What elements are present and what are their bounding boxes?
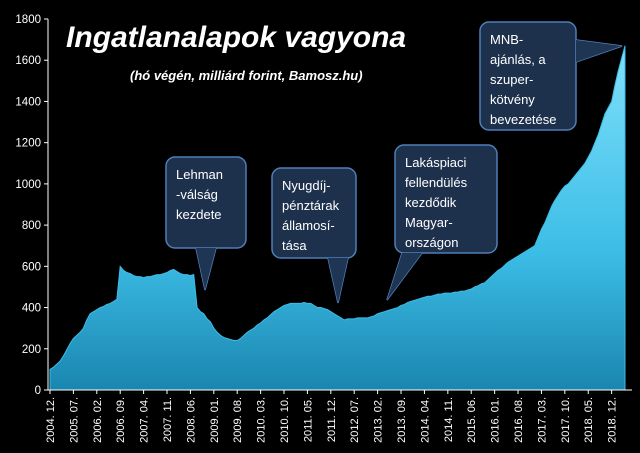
y-tick-label: 1000	[15, 179, 41, 191]
callout-text: ajánlás, a	[490, 52, 546, 67]
x-tick-label: 2014. 04.	[419, 397, 431, 443]
callout-text: kezdődik	[405, 195, 457, 210]
callout-seam	[576, 40, 622, 62]
x-tick-label: 2013. 02.	[373, 397, 385, 443]
y-tick-label: 1400	[15, 96, 41, 108]
x-tick-label: 2004. 12.	[45, 397, 57, 443]
callout-text: Nyugdíj-	[282, 178, 330, 193]
y-tick-label: 200	[22, 344, 41, 356]
callout-seam	[328, 258, 348, 303]
callout-text: Magyar-	[405, 215, 453, 230]
callout-text: államosí-	[282, 218, 335, 233]
x-tick-label: 2008. 06.	[185, 397, 197, 443]
callout: Lakáspiaci fellendülés kezdődik Magyar-orsz…	[386, 144, 498, 301]
callout: MNB-ajánlás, a szuper-kötvény bevezetése	[479, 21, 623, 131]
plot: 0 200 400 600 800 1000 1200 1400 1600 1800 2004. 1…	[15, 14, 632, 443]
area	[49, 45, 626, 391]
y-tick-label: 600	[22, 261, 41, 273]
x-tick-label: 2011. 12.	[326, 397, 338, 442]
x-tick-label: 2012. 07.	[349, 397, 361, 443]
x-tick-label: 2017. 03.	[536, 397, 548, 443]
callout-text: MNB-	[490, 32, 523, 47]
x-tick-label: 2007. 04.	[139, 397, 151, 443]
callout: Lehman -válság kezdete	[165, 156, 247, 291]
y-tick-label: 400	[22, 303, 41, 315]
callout-text: bevezetése	[490, 112, 557, 127]
x-tick-label: 2015. 06.	[466, 397, 478, 443]
x-tick-label: 2011. 05.	[302, 397, 314, 442]
y-tick-label: 0	[35, 385, 41, 397]
x-tick-label: 2016. 01.	[490, 397, 502, 443]
y-tick-label: 1200	[15, 138, 41, 150]
x-tick-label: 2006. 09.	[115, 397, 127, 443]
callout-text: kezdete	[176, 207, 222, 222]
callout-box	[479, 21, 577, 131]
x-tick-label: 2013. 09.	[396, 397, 408, 443]
callout-box	[394, 144, 498, 254]
callout: Nyugdíj-pénztárak államosí-tása	[271, 167, 357, 304]
callout-seam	[387, 253, 422, 300]
y-tick-label: 1600	[15, 55, 41, 67]
x-tick-label: 2009. 08.	[232, 397, 244, 443]
chart-subtitle: (hó végén, milliárd forint, Bamosz.hu)	[130, 68, 363, 83]
callout-text: Lakáspiaci	[405, 155, 467, 170]
x-tick-label: 2017. 10.	[560, 397, 572, 443]
x-tick-label: 2014. 11.	[443, 397, 455, 442]
x-tick-label: 2010. 10.	[279, 397, 291, 443]
x-tick-label: 2005. 07.	[68, 397, 80, 443]
x-tick-label: 2010. 03.	[256, 397, 268, 443]
x-tick-label: 2018. 05.	[583, 397, 595, 443]
callout-text: országon	[405, 235, 458, 250]
x-tick-label: 2018. 12.	[607, 397, 619, 443]
x-tick-label: 2006. 02.	[92, 397, 104, 443]
callout-text: -válság	[176, 187, 218, 202]
callout-text: Lehman	[176, 167, 223, 182]
x-tick-label: 2007. 11.	[162, 397, 174, 442]
callout-box	[271, 167, 357, 259]
callout-text: tása	[282, 238, 307, 253]
x-tick-label: 2009. 01.	[209, 397, 221, 443]
x-tick-label: 2016. 08.	[513, 397, 525, 443]
y-tick-label: 1800	[15, 14, 41, 26]
callout-text: pénztárak	[282, 198, 340, 213]
callout-text: szuper-	[490, 72, 533, 87]
callout-seam	[196, 248, 216, 290]
chart-title: Ingatlanalapok vagyona	[66, 21, 406, 54]
y-tick-label: 800	[22, 220, 41, 232]
callout-text: kötvény	[490, 92, 535, 107]
callout-text: fellendülés	[405, 175, 468, 190]
